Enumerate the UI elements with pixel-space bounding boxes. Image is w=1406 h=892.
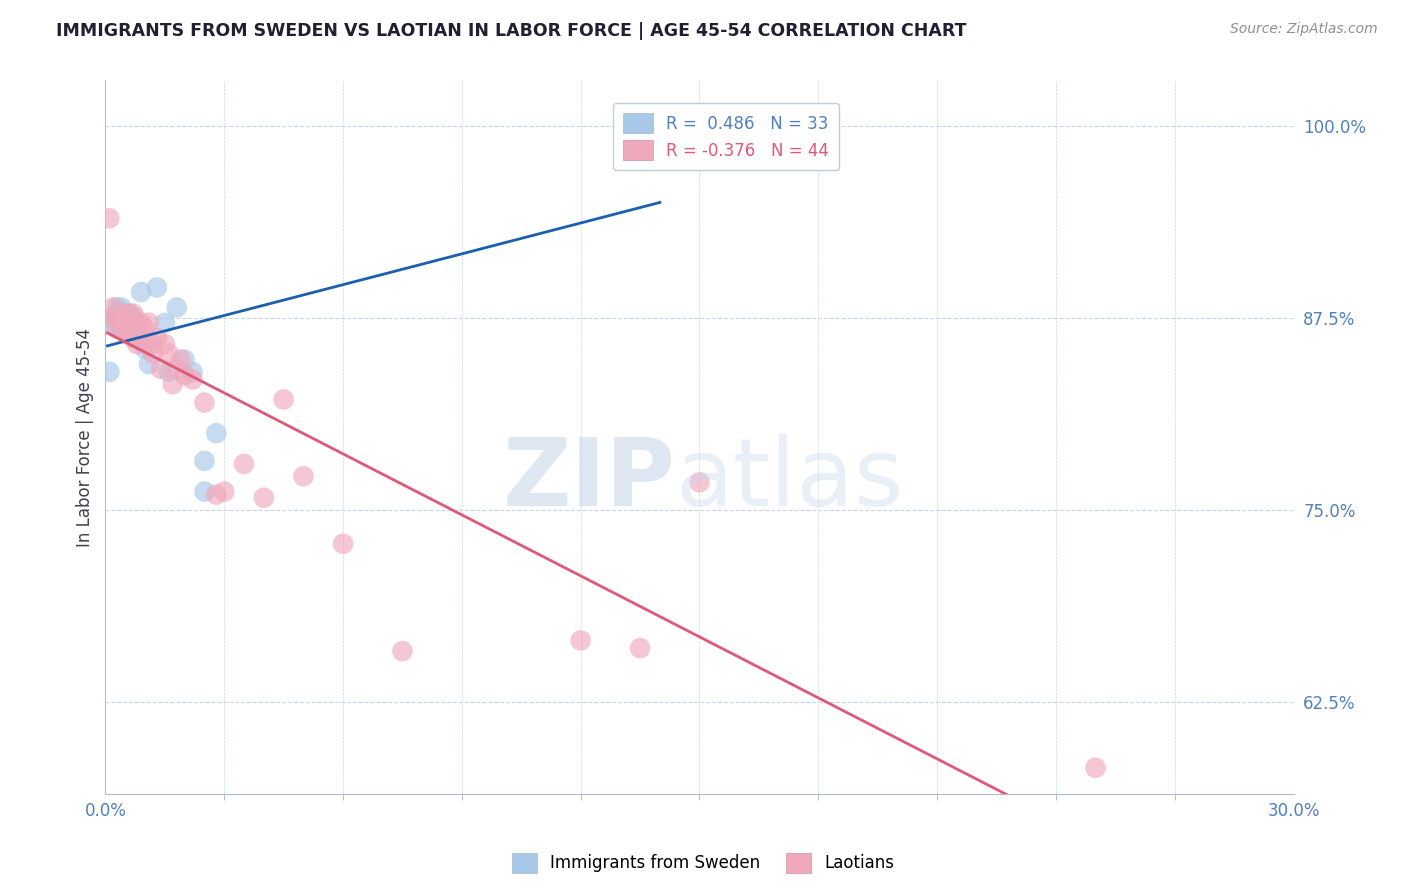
Point: [146, 331, 169, 345]
Point: [110, 307, 132, 321]
Point: [105, 312, 128, 326]
Point: [103, 301, 125, 315]
Point: [142, 337, 165, 351]
Point: [105, 307, 128, 321]
Point: [173, 352, 195, 367]
Text: IMMIGRANTS FROM SWEDEN VS LAOTIAN IN LABOR FORCE | AGE 45-54 CORRELATION CHART: IMMIGRANTS FROM SWEDEN VS LAOTIAN IN LAB…: [56, 22, 967, 40]
Point: [114, 322, 136, 336]
Point: [142, 346, 165, 360]
Point: [162, 377, 184, 392]
Point: [114, 316, 136, 330]
Point: [122, 310, 145, 324]
Point: [105, 318, 128, 333]
Point: [105, 311, 128, 326]
Point: [181, 365, 204, 379]
Point: [1084, 761, 1107, 775]
Legend: Immigrants from Sweden, Laotians: Immigrants from Sweden, Laotians: [505, 847, 901, 880]
Point: [253, 491, 276, 505]
Point: [129, 331, 152, 345]
Point: [292, 469, 315, 483]
Point: [103, 311, 125, 326]
Point: [138, 357, 160, 371]
Point: [98, 211, 121, 226]
Point: [146, 280, 169, 294]
Point: [118, 307, 141, 321]
Point: [193, 454, 215, 468]
Point: [181, 372, 204, 386]
Text: Source: ZipAtlas.com: Source: ZipAtlas.com: [1230, 22, 1378, 37]
Point: [114, 316, 136, 330]
Point: [166, 301, 188, 315]
Point: [134, 342, 156, 356]
Point: [205, 488, 228, 502]
Point: [149, 361, 172, 376]
Point: [114, 326, 136, 341]
Text: ZIP: ZIP: [503, 434, 676, 526]
Point: [332, 537, 354, 551]
Point: [122, 331, 145, 345]
Point: [114, 307, 136, 321]
Point: [127, 316, 149, 330]
Point: [569, 633, 592, 648]
Point: [105, 301, 128, 315]
Point: [110, 307, 132, 321]
Point: [110, 301, 132, 315]
Point: [127, 337, 149, 351]
Point: [110, 322, 132, 336]
Point: [129, 285, 152, 299]
Point: [689, 475, 711, 490]
Point: [153, 316, 176, 330]
Point: [648, 120, 671, 134]
Point: [134, 322, 156, 336]
Point: [110, 311, 132, 326]
Point: [193, 395, 215, 409]
Point: [127, 326, 149, 341]
Point: [110, 316, 132, 330]
Point: [129, 316, 152, 330]
Point: [118, 316, 141, 330]
Point: [173, 368, 195, 382]
Point: [103, 318, 125, 333]
Point: [103, 311, 125, 326]
Point: [193, 484, 215, 499]
Point: [166, 361, 188, 376]
Point: [122, 307, 145, 321]
Point: [157, 365, 180, 379]
Point: [118, 322, 141, 336]
Point: [98, 365, 121, 379]
Legend: R =  0.486   N = 33, R = -0.376   N = 44: R = 0.486 N = 33, R = -0.376 N = 44: [613, 103, 839, 170]
Point: [118, 307, 141, 321]
Point: [205, 426, 228, 441]
Point: [391, 644, 413, 658]
Point: [110, 316, 132, 330]
Y-axis label: In Labor Force | Age 45-54: In Labor Force | Age 45-54: [76, 327, 94, 547]
Point: [157, 346, 180, 360]
Text: atlas: atlas: [676, 434, 904, 526]
Point: [628, 641, 651, 656]
Point: [134, 337, 156, 351]
Point: [138, 316, 160, 330]
Point: [114, 311, 136, 326]
Point: [105, 322, 128, 336]
Point: [214, 484, 236, 499]
Point: [170, 352, 193, 367]
Point: [273, 392, 295, 407]
Point: [233, 457, 256, 471]
Point: [153, 337, 176, 351]
